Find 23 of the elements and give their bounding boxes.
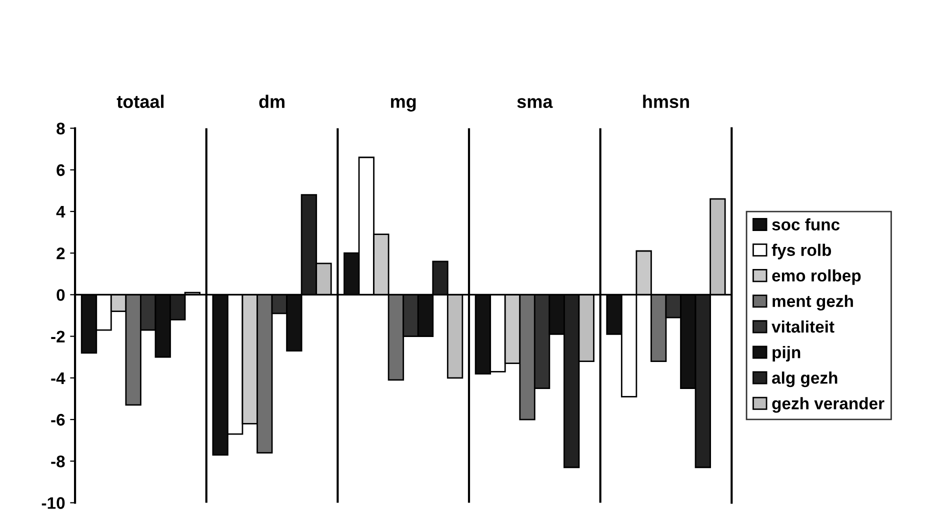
y-tick-label: -6 — [51, 414, 65, 426]
x-tick-label: sma — [517, 98, 553, 108]
y-tick-label: -8 — [51, 456, 65, 468]
legend-label: fys rolb — [772, 244, 832, 260]
y-tick-label: 4 — [56, 206, 66, 218]
legend-label: soc func — [772, 218, 840, 230]
y-tick-label: 0 — [56, 289, 65, 301]
legend-label: gezh verander — [772, 397, 884, 413]
legend-label: ment gezh — [772, 294, 853, 310]
x-tick-label: dm — [259, 94, 284, 108]
y-tick-label: -4 — [51, 372, 66, 384]
x-tick-label: totaal — [116, 94, 164, 108]
legend-label: emo rolbep — [772, 269, 861, 285]
legend-label: vitaliteit — [772, 320, 834, 333]
x-tick-label: mg — [390, 98, 416, 112]
y-tick-label: 2 — [56, 247, 65, 260]
y-tick-label: -2 — [51, 330, 65, 342]
y-tick-label: 8 — [56, 122, 65, 134]
legend-label: alg gezh — [772, 372, 838, 388]
y-tick-label: 6 — [56, 164, 65, 176]
x-tick-label: hmsn — [643, 94, 689, 108]
y-tick-label: -10 — [42, 497, 65, 509]
legend-label: pijn — [772, 346, 800, 362]
